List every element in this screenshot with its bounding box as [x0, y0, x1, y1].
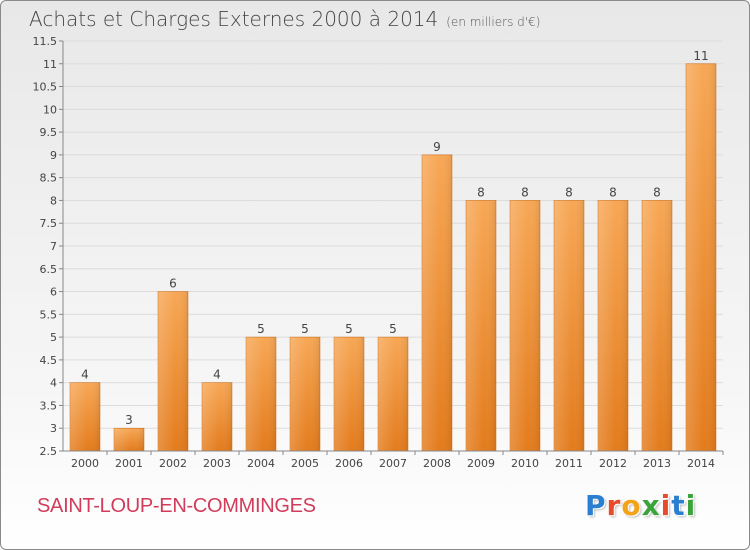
y-tick-label: 7: [50, 240, 57, 253]
y-tick-label: 8: [50, 194, 57, 207]
bar-highlight: [202, 382, 232, 451]
x-tick-label: 2011: [555, 457, 583, 470]
x-tick-label: 2009: [467, 457, 495, 470]
data-label: 5: [345, 322, 353, 336]
bar-highlight: [422, 154, 452, 451]
x-tick-label: 2005: [291, 457, 319, 470]
x-tick-label: 2006: [335, 457, 363, 470]
bar-highlight: [686, 63, 716, 452]
data-label: 4: [81, 368, 89, 382]
logo-letter: i: [685, 489, 697, 522]
chart-title-text: Achats et Charges Externes 2000 à 2014: [29, 7, 439, 31]
x-tick-label: 2004: [247, 457, 275, 470]
y-tick-label: 5.5: [40, 308, 58, 321]
y-tick-label: 3: [50, 422, 57, 435]
bar-highlight: [334, 337, 364, 451]
y-tick-label: 11: [43, 58, 57, 71]
axes: 2.5 3 3.5 4 4.5 5 5.5 6 6.5 7 7.5 8 8.5 9 9.5 10 10.5 11 1…: [33, 35, 724, 470]
logo-letter: P: [585, 489, 607, 522]
x-tick-label: 2014: [687, 457, 715, 470]
x-tick-label: 2010: [511, 457, 539, 470]
x-tick-label: 2003: [203, 457, 231, 470]
bars: [69, 63, 717, 452]
y-tick-label: 2.5: [40, 445, 58, 458]
chart-title: Achats et Charges Externes 2000 à 2014 (e…: [29, 7, 540, 31]
data-label: 5: [301, 322, 309, 336]
bar-highlight: [246, 337, 276, 451]
y-tick-label: 11.5: [33, 35, 58, 48]
bar-highlight: [642, 200, 672, 451]
data-label: 8: [521, 185, 529, 199]
y-tick-label: 10.5: [33, 81, 58, 94]
logo-letter: o: [621, 489, 642, 522]
bar-highlight: [554, 200, 584, 451]
x-tick-label: 2001: [115, 457, 143, 470]
commune-name: SAINT-LOUP-EN-COMMINGES: [37, 495, 316, 517]
data-label: 9: [433, 140, 441, 154]
bar-highlight: [466, 200, 496, 451]
x-tick-label: 2000: [71, 457, 99, 470]
data-label: 8: [609, 185, 617, 199]
logo-letter: r: [606, 489, 622, 522]
bar-highlight: [70, 382, 100, 451]
y-tick-label: 9: [50, 149, 57, 162]
x-tick-label: 2013: [643, 457, 671, 470]
y-tick-label: 4: [50, 377, 57, 390]
logo-letter: x: [641, 489, 661, 522]
x-tick-label: 2007: [379, 457, 407, 470]
proxiti-logo: Proxiti: [585, 489, 696, 522]
data-label: 5: [257, 322, 265, 336]
bar-highlight: [378, 337, 408, 451]
data-label: 6: [169, 277, 177, 291]
data-label: 8: [565, 185, 573, 199]
y-tick-label: 6: [50, 286, 57, 299]
x-tick-label: 2008: [423, 457, 451, 470]
data-label: 4: [213, 368, 221, 382]
data-label: 8: [477, 185, 485, 199]
y-tick-label: 9.5: [40, 126, 58, 139]
data-label: 3: [125, 413, 133, 427]
logo-letter: i: [660, 489, 672, 522]
logo-letter: t: [671, 489, 686, 522]
data-label: 8: [653, 185, 661, 199]
x-tick-label: 2002: [159, 457, 187, 470]
data-label: 11: [693, 49, 708, 63]
y-tick-label: 7.5: [40, 217, 58, 230]
chart-unit: (en milliers d'€): [446, 15, 541, 29]
y-tick-label: 5: [50, 331, 57, 344]
y-tick-label: 4.5: [40, 354, 58, 367]
y-tick-label: 3.5: [40, 399, 58, 412]
bar-highlight: [510, 200, 540, 451]
x-tick-label: 2012: [599, 457, 627, 470]
y-tick-label: 10: [43, 103, 57, 116]
data-labels: 4 3 6 4 5 5 5 5 9 8 8 8 8 8 11: [81, 49, 708, 427]
bar-highlight: [290, 337, 320, 451]
y-tick-label: 8.5: [40, 172, 58, 185]
bar-highlight: [158, 291, 188, 451]
y-tick-label: 6.5: [40, 263, 58, 276]
bar-highlight: [598, 200, 628, 451]
bar-highlight: [114, 428, 144, 451]
data-label: 5: [389, 322, 397, 336]
